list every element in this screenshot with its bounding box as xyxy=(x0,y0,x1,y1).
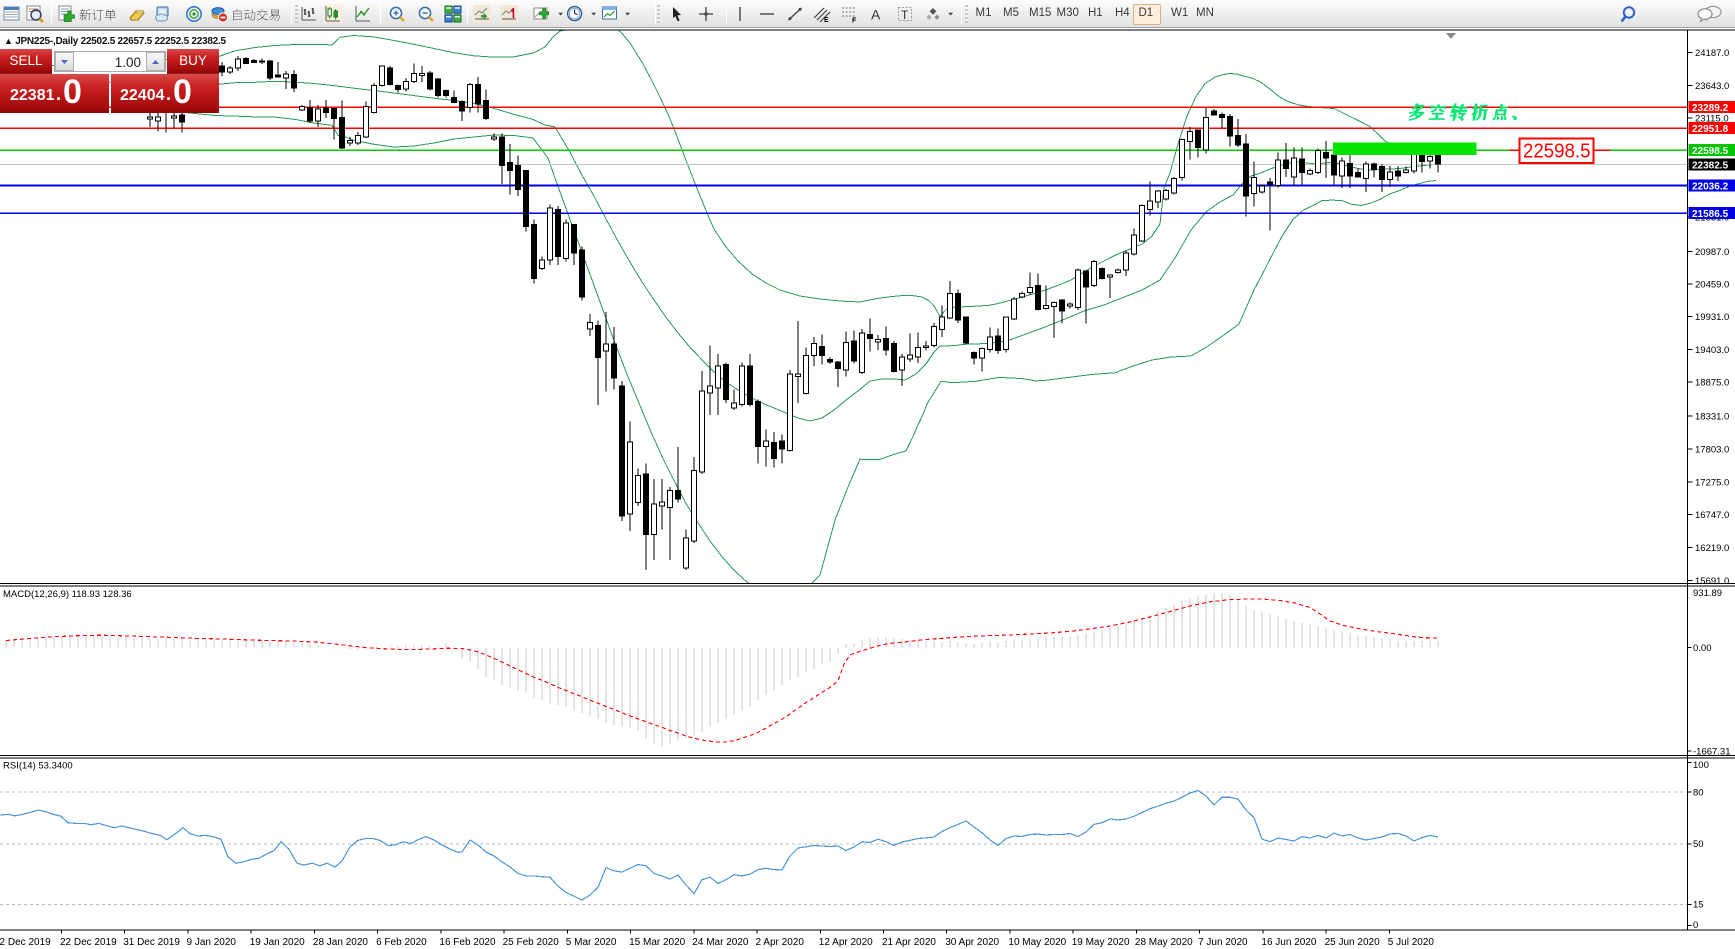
svg-text:17275.0: 17275.0 xyxy=(1695,478,1729,489)
svg-text:24 Mar 2020: 24 Mar 2020 xyxy=(692,937,749,948)
svg-text:9 Jan 2020: 9 Jan 2020 xyxy=(187,937,237,948)
svg-text:50: 50 xyxy=(1693,839,1704,850)
svg-text:12 Dec 2019: 12 Dec 2019 xyxy=(0,937,51,948)
svg-text:15 Mar 2020: 15 Mar 2020 xyxy=(629,937,686,948)
svg-text:25 Jun 2020: 25 Jun 2020 xyxy=(1325,937,1380,948)
svg-text:E: E xyxy=(824,17,829,23)
svg-text:MACD(12,26,9) 118.93 128.36: MACD(12,26,9) 118.93 128.36 xyxy=(3,589,132,600)
svg-text:31 Dec 2019: 31 Dec 2019 xyxy=(123,937,180,948)
svg-text:25 Feb 2020: 25 Feb 2020 xyxy=(503,937,560,948)
svg-text:0.00: 0.00 xyxy=(1693,643,1712,654)
svg-text:16 Feb 2020: 16 Feb 2020 xyxy=(439,937,496,948)
svg-text:10 May 2020: 10 May 2020 xyxy=(1008,937,1066,948)
svg-text:2 Apr 2020: 2 Apr 2020 xyxy=(756,937,805,948)
svg-text:931.89: 931.89 xyxy=(1693,588,1722,599)
svg-text:15: 15 xyxy=(1693,900,1704,911)
svg-text:15691.0: 15691.0 xyxy=(1695,576,1729,587)
svg-text:0: 0 xyxy=(1693,920,1698,931)
svg-text:16747.0: 16747.0 xyxy=(1695,510,1729,521)
svg-text:22951.8: 22951.8 xyxy=(1692,124,1729,135)
svg-text:21 Apr 2020: 21 Apr 2020 xyxy=(882,937,936,948)
svg-text:22382.5: 22382.5 xyxy=(1692,160,1729,171)
svg-text:18875.0: 18875.0 xyxy=(1695,378,1729,389)
svg-text:RSI(14) 53.3400: RSI(14) 53.3400 xyxy=(3,761,73,772)
svg-text:23115.0: 23115.0 xyxy=(1695,114,1729,125)
svg-text:28 May 2020: 28 May 2020 xyxy=(1135,937,1193,948)
svg-text:24187.0: 24187.0 xyxy=(1695,48,1729,59)
svg-text:A: A xyxy=(871,7,881,23)
svg-text:19 Jan 2020: 19 Jan 2020 xyxy=(250,937,305,948)
svg-text:19403.0: 19403.0 xyxy=(1695,345,1729,356)
svg-text:17803.0: 17803.0 xyxy=(1695,445,1729,456)
svg-text:23643.0: 23643.0 xyxy=(1695,81,1729,92)
svg-text:6 Feb 2020: 6 Feb 2020 xyxy=(376,937,427,948)
svg-text:18331.0: 18331.0 xyxy=(1695,412,1729,423)
svg-text:20459.0: 20459.0 xyxy=(1695,279,1729,290)
svg-text:100: 100 xyxy=(1693,760,1709,771)
svg-text:28 Jan 2020: 28 Jan 2020 xyxy=(313,937,368,948)
svg-text:5 Mar 2020: 5 Mar 2020 xyxy=(566,937,617,948)
svg-text:20987.0: 20987.0 xyxy=(1695,247,1729,258)
svg-text:16219.0: 16219.0 xyxy=(1695,543,1729,554)
svg-text:21586.5: 21586.5 xyxy=(1692,209,1729,220)
svg-text:30 Apr 2020: 30 Apr 2020 xyxy=(945,937,999,948)
svg-text:T: T xyxy=(901,8,909,22)
svg-text:19931.0: 19931.0 xyxy=(1695,312,1729,323)
svg-text:22598.5: 22598.5 xyxy=(1692,146,1729,157)
svg-text:23289.2: 23289.2 xyxy=(1692,103,1729,114)
svg-text:12 Apr 2020: 12 Apr 2020 xyxy=(819,937,873,948)
svg-text:80: 80 xyxy=(1693,788,1704,799)
svg-text:7 Jun 2020: 7 Jun 2020 xyxy=(1198,937,1248,948)
svg-text:16 Jun 2020: 16 Jun 2020 xyxy=(1261,937,1316,948)
svg-text:22 Dec 2019: 22 Dec 2019 xyxy=(60,937,117,948)
svg-text:F: F xyxy=(852,18,857,24)
svg-text:-1667.31: -1667.31 xyxy=(1693,747,1731,758)
svg-text:22598.5: 22598.5 xyxy=(1523,141,1591,163)
svg-text:22036.2: 22036.2 xyxy=(1692,181,1729,192)
svg-text:19 May 2020: 19 May 2020 xyxy=(1072,937,1130,948)
svg-text:5 Jul 2020: 5 Jul 2020 xyxy=(1388,937,1435,948)
